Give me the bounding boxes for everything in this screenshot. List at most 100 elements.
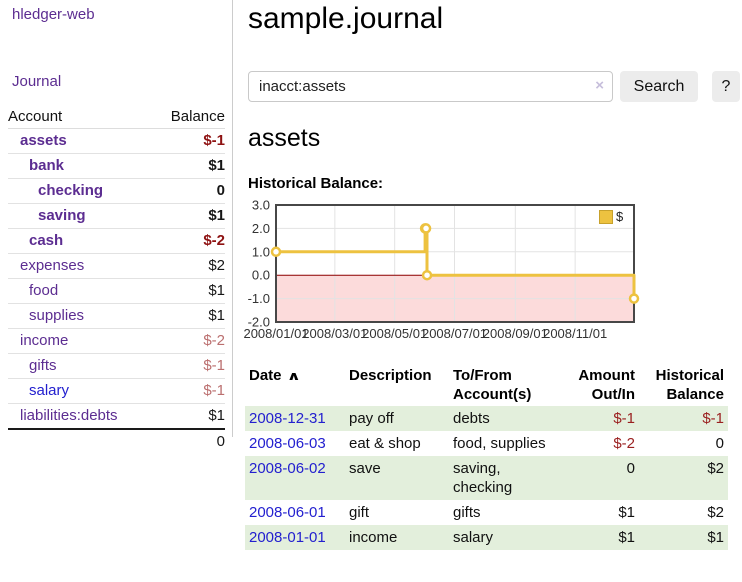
account-link[interactable]: bank bbox=[29, 157, 65, 174]
account-balance: $-1 bbox=[153, 378, 225, 404]
account-heading: assets bbox=[248, 124, 321, 152]
date-link[interactable]: 2008-06-03 bbox=[249, 435, 326, 452]
account-link[interactable]: income bbox=[20, 332, 69, 349]
accounts-cell: food, supplies bbox=[453, 435, 546, 452]
column-header: Description bbox=[349, 367, 432, 384]
balance-column-header: Balance bbox=[153, 106, 225, 129]
account-row: checking 0 bbox=[8, 178, 225, 204]
svg-text:2008/03/01: 2008/03/01 bbox=[302, 326, 367, 341]
account-link[interactable]: saving bbox=[38, 207, 86, 224]
account-link[interactable]: expenses bbox=[20, 257, 85, 274]
accounts-cell: salary bbox=[453, 529, 494, 546]
account-row: saving $1 bbox=[8, 203, 225, 229]
account-link[interactable]: supplies bbox=[29, 307, 85, 324]
account-balance: $-1 bbox=[153, 128, 225, 154]
balance-cell: $-1 bbox=[702, 410, 724, 427]
register-header-row: Date ∧ Description To/From Account(s) Amount O… bbox=[245, 364, 728, 406]
svg-text:2008/09/01: 2008/09/01 bbox=[483, 326, 548, 341]
svg-text:-1.0: -1.0 bbox=[248, 291, 270, 306]
accounts-cell: debts bbox=[453, 410, 490, 427]
svg-text:2.0: 2.0 bbox=[252, 221, 270, 236]
help-button[interactable]: ? bbox=[712, 71, 740, 102]
brand-link[interactable]: hledger-web bbox=[12, 6, 95, 23]
account-link[interactable]: checking bbox=[38, 182, 104, 199]
account-row: supplies $1 bbox=[8, 303, 225, 329]
account-link[interactable]: liabilities:debts bbox=[20, 407, 118, 424]
balance-cell: $2 bbox=[707, 504, 724, 521]
column-header: Amount Out/In bbox=[578, 367, 635, 403]
accounts-table: Account Balance assets $-1 bank $1 checking 0… bbox=[8, 106, 225, 454]
search-button[interactable]: Search bbox=[620, 71, 698, 102]
account-balance: $-2 bbox=[153, 228, 225, 254]
column-header: To/From Account(s) bbox=[453, 367, 532, 403]
account-balance: $1 bbox=[153, 153, 225, 179]
svg-text:2008/05/01: 2008/05/01 bbox=[362, 326, 427, 341]
chart-legend: $ bbox=[597, 208, 626, 225]
account-row: assets $-1 bbox=[8, 128, 225, 154]
description-cell: pay off bbox=[349, 410, 394, 427]
account-row: cash $-2 bbox=[8, 228, 225, 254]
date-link[interactable]: 2008-06-01 bbox=[249, 504, 326, 521]
register-row: 2008-01-01 income salary $1 $1 bbox=[245, 525, 728, 550]
legend-label: $ bbox=[616, 209, 624, 224]
accounts-header-row: Account Balance bbox=[8, 106, 225, 129]
account-link[interactable]: salary bbox=[29, 382, 70, 399]
date-link[interactable]: 2008-01-01 bbox=[249, 529, 326, 546]
account-balance: $1 bbox=[153, 403, 225, 430]
account-balance: $1 bbox=[153, 203, 225, 229]
search-form: × Search ? bbox=[248, 71, 742, 102]
svg-text:2008/01/01: 2008/01/01 bbox=[243, 326, 308, 341]
clear-search-icon[interactable]: × bbox=[595, 77, 604, 94]
svg-text:1.0: 1.0 bbox=[252, 244, 270, 259]
svg-text:3.0: 3.0 bbox=[252, 198, 270, 213]
register-row: 2008-06-02 save saving, checking 0 $2 bbox=[245, 456, 728, 500]
sidebar-item-journal[interactable]: Journal bbox=[12, 73, 62, 90]
svg-text:2008/11/01: 2008/11/01 bbox=[543, 326, 607, 341]
register-table: Date ∧ Description To/From Account(s) Amount O… bbox=[245, 364, 728, 550]
legend-swatch-icon bbox=[599, 209, 613, 224]
account-balance: $1 bbox=[153, 278, 225, 304]
sidebar: hledger-web Journal Account Balance asse… bbox=[0, 0, 233, 454]
account-balance: 0 bbox=[153, 178, 225, 204]
chart-title: Historical Balance: bbox=[248, 175, 384, 192]
accounts-total-row: 0 bbox=[8, 428, 225, 454]
account-balance: $-2 bbox=[153, 328, 225, 354]
account-row: gifts $-1 bbox=[8, 353, 225, 379]
amount-cell: $-2 bbox=[613, 435, 635, 452]
balance-chart-svg: 3.0 2.0 1.0 0.0 -1.0 -2.02008/01/012008/03/01… bbox=[243, 198, 640, 341]
account-link[interactable]: cash bbox=[29, 232, 64, 249]
date-link[interactable]: 2008-06-02 bbox=[249, 460, 326, 477]
balance-chart: 3.0 2.0 1.0 0.0 -1.0 -2.0 2008/01/01 2008/03/01… bbox=[243, 196, 678, 346]
account-link[interactable]: food bbox=[29, 282, 59, 299]
account-row: bank $1 bbox=[8, 153, 225, 179]
balance-cell: 0 bbox=[715, 435, 724, 452]
amount-cell: $1 bbox=[618, 504, 635, 521]
account-row: expenses $2 bbox=[8, 253, 225, 279]
main-content: sample.journal × Search ? assets Histori… bbox=[243, 0, 742, 582]
account-balance: $-1 bbox=[153, 353, 225, 379]
amount-cell: 0 bbox=[626, 460, 635, 477]
balance-cell: $1 bbox=[707, 529, 724, 546]
account-link[interactable]: assets bbox=[20, 132, 67, 149]
search-box: × bbox=[248, 71, 613, 102]
accounts-cell: gifts bbox=[453, 504, 481, 521]
column-header: Historical Balance bbox=[655, 367, 724, 403]
svg-text:-2.0: -2.0 bbox=[248, 315, 270, 330]
amount-cell: $1 bbox=[618, 529, 635, 546]
date-sort-header[interactable]: Date ∧ bbox=[249, 367, 301, 384]
register-row: 2008-06-01 gift gifts $1 $2 bbox=[245, 500, 728, 525]
account-row: food $1 bbox=[8, 278, 225, 304]
date-link[interactable]: 2008-12-31 bbox=[249, 410, 326, 427]
account-link[interactable]: gifts bbox=[29, 357, 57, 374]
balance-cell: $2 bbox=[707, 460, 724, 477]
account-row: salary $-1 bbox=[8, 378, 225, 404]
svg-text:2008/07/01: 2008/07/01 bbox=[422, 326, 487, 341]
amount-cell: $-1 bbox=[613, 410, 635, 427]
page-title: sample.journal bbox=[248, 2, 444, 35]
account-balance: $1 bbox=[153, 303, 225, 329]
register-row: 2008-06-03 eat & shop food, supplies $-2 0 bbox=[245, 431, 728, 456]
account-balance: $2 bbox=[153, 253, 225, 279]
search-input[interactable] bbox=[248, 71, 613, 102]
sort-asc-icon: ∧ bbox=[286, 369, 301, 383]
account-row: income $-2 bbox=[8, 328, 225, 354]
